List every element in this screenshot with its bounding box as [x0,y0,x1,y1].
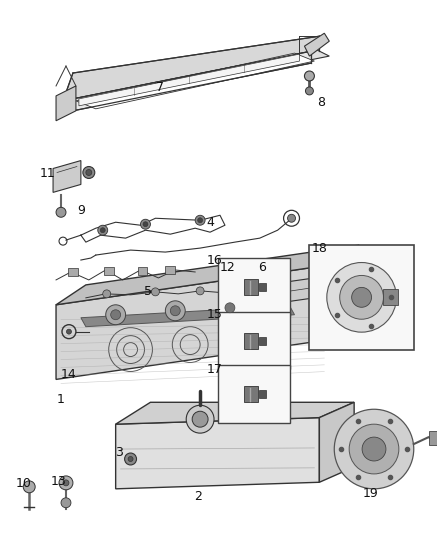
Circle shape [143,222,148,227]
Bar [218,258,290,316]
Circle shape [61,498,71,508]
Circle shape [23,481,35,493]
Text: 10: 10 [15,478,31,490]
Circle shape [195,215,205,225]
Circle shape [340,276,383,319]
Circle shape [304,71,314,81]
Polygon shape [329,245,359,340]
Bar [244,279,258,295]
Circle shape [170,306,180,316]
Circle shape [59,476,73,490]
Bar [259,390,266,398]
Polygon shape [53,160,81,192]
Circle shape [192,411,208,427]
Text: 3: 3 [115,446,123,458]
Bar [259,283,266,291]
Polygon shape [81,306,294,327]
Circle shape [86,169,92,175]
Circle shape [327,263,396,332]
Text: 7: 7 [156,82,164,94]
Circle shape [124,453,137,465]
Polygon shape [56,86,76,121]
Text: 9: 9 [77,204,85,217]
Text: 15: 15 [207,308,223,321]
Polygon shape [56,245,359,305]
Text: 6: 6 [258,262,266,274]
Circle shape [186,405,214,433]
Polygon shape [304,33,329,56]
Circle shape [244,286,252,294]
Circle shape [165,301,185,321]
Polygon shape [63,51,311,113]
Bar [429,431,438,445]
Bar [138,267,148,275]
Circle shape [352,287,371,308]
Circle shape [106,305,126,325]
Polygon shape [319,402,354,482]
Polygon shape [56,265,329,379]
Polygon shape [63,36,319,101]
Circle shape [152,288,159,296]
Text: 2: 2 [194,490,202,503]
Text: 12: 12 [220,262,236,274]
Circle shape [103,290,111,298]
Text: 1: 1 [57,393,65,406]
Circle shape [305,87,314,95]
Bar [104,267,114,275]
Polygon shape [116,402,354,424]
Circle shape [56,207,66,217]
Polygon shape [61,46,329,106]
Bar [165,266,175,274]
Circle shape [98,225,108,235]
Circle shape [111,310,120,320]
Text: 19: 19 [363,487,379,500]
Circle shape [220,298,240,318]
Circle shape [349,424,399,474]
Polygon shape [76,53,314,109]
Polygon shape [116,418,319,489]
Circle shape [128,456,133,462]
Polygon shape [79,54,300,106]
Circle shape [198,218,203,223]
Polygon shape [279,278,319,303]
Text: 13: 13 [51,475,67,488]
Bar [244,386,258,402]
Text: 16: 16 [207,254,223,266]
Circle shape [141,219,150,229]
Bar [68,268,78,276]
Circle shape [67,329,71,334]
Circle shape [362,437,386,461]
Circle shape [100,228,105,233]
Text: 18: 18 [311,241,327,255]
Bar [218,366,290,423]
Circle shape [288,214,296,222]
Text: 4: 4 [206,216,214,229]
Bar [244,333,258,349]
Circle shape [63,480,69,486]
Bar [383,289,398,305]
Bar [259,337,266,345]
Text: 8: 8 [318,96,325,109]
Bar [218,312,290,369]
Circle shape [334,409,414,489]
Circle shape [225,303,235,313]
Text: 14: 14 [61,368,77,381]
Text: 11: 11 [39,167,55,180]
Bar [309,245,414,350]
Circle shape [83,166,95,179]
Circle shape [196,287,204,295]
Text: 17: 17 [207,363,223,376]
Text: 5: 5 [145,285,152,298]
